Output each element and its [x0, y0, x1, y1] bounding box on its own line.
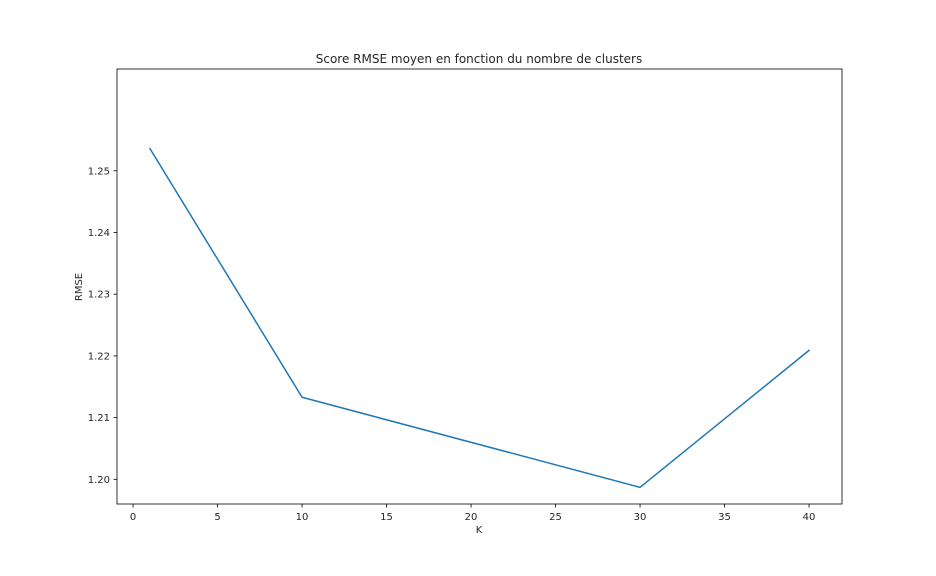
x-tick-label: 5 — [214, 512, 220, 523]
plot-area: 0 5 10 15 20 25 30 35 40 1.20 1.21 1.22 1.23 1.24 1.25 — [88, 68, 843, 523]
y-tick-label: 1.25 — [88, 166, 110, 177]
axes-frame — [116, 68, 843, 505]
y-tick-label: 1.24 — [88, 228, 110, 239]
x-tick-label: 40 — [803, 512, 816, 523]
x-tick-label: 20 — [465, 512, 478, 523]
y-tick-label: 1.23 — [88, 290, 110, 301]
x-axis-label: K — [476, 525, 483, 536]
x-tick-label: 0 — [130, 512, 136, 523]
y-tick-label: 1.22 — [88, 351, 110, 362]
y-axis-label: RMSE — [74, 273, 85, 301]
x-tick-label: 15 — [380, 512, 393, 523]
series-line-0 — [148, 147, 811, 489]
y-tick-label: 1.21 — [88, 413, 110, 424]
x-tick-label: 35 — [718, 512, 731, 523]
y-tick-label: 1.20 — [88, 475, 110, 486]
x-tick-label: 25 — [549, 512, 562, 523]
chart-title: Score RMSE moyen en fonction du nombre d… — [316, 52, 642, 66]
x-tick-label: 30 — [634, 512, 647, 523]
x-tick-label: 10 — [296, 512, 309, 523]
